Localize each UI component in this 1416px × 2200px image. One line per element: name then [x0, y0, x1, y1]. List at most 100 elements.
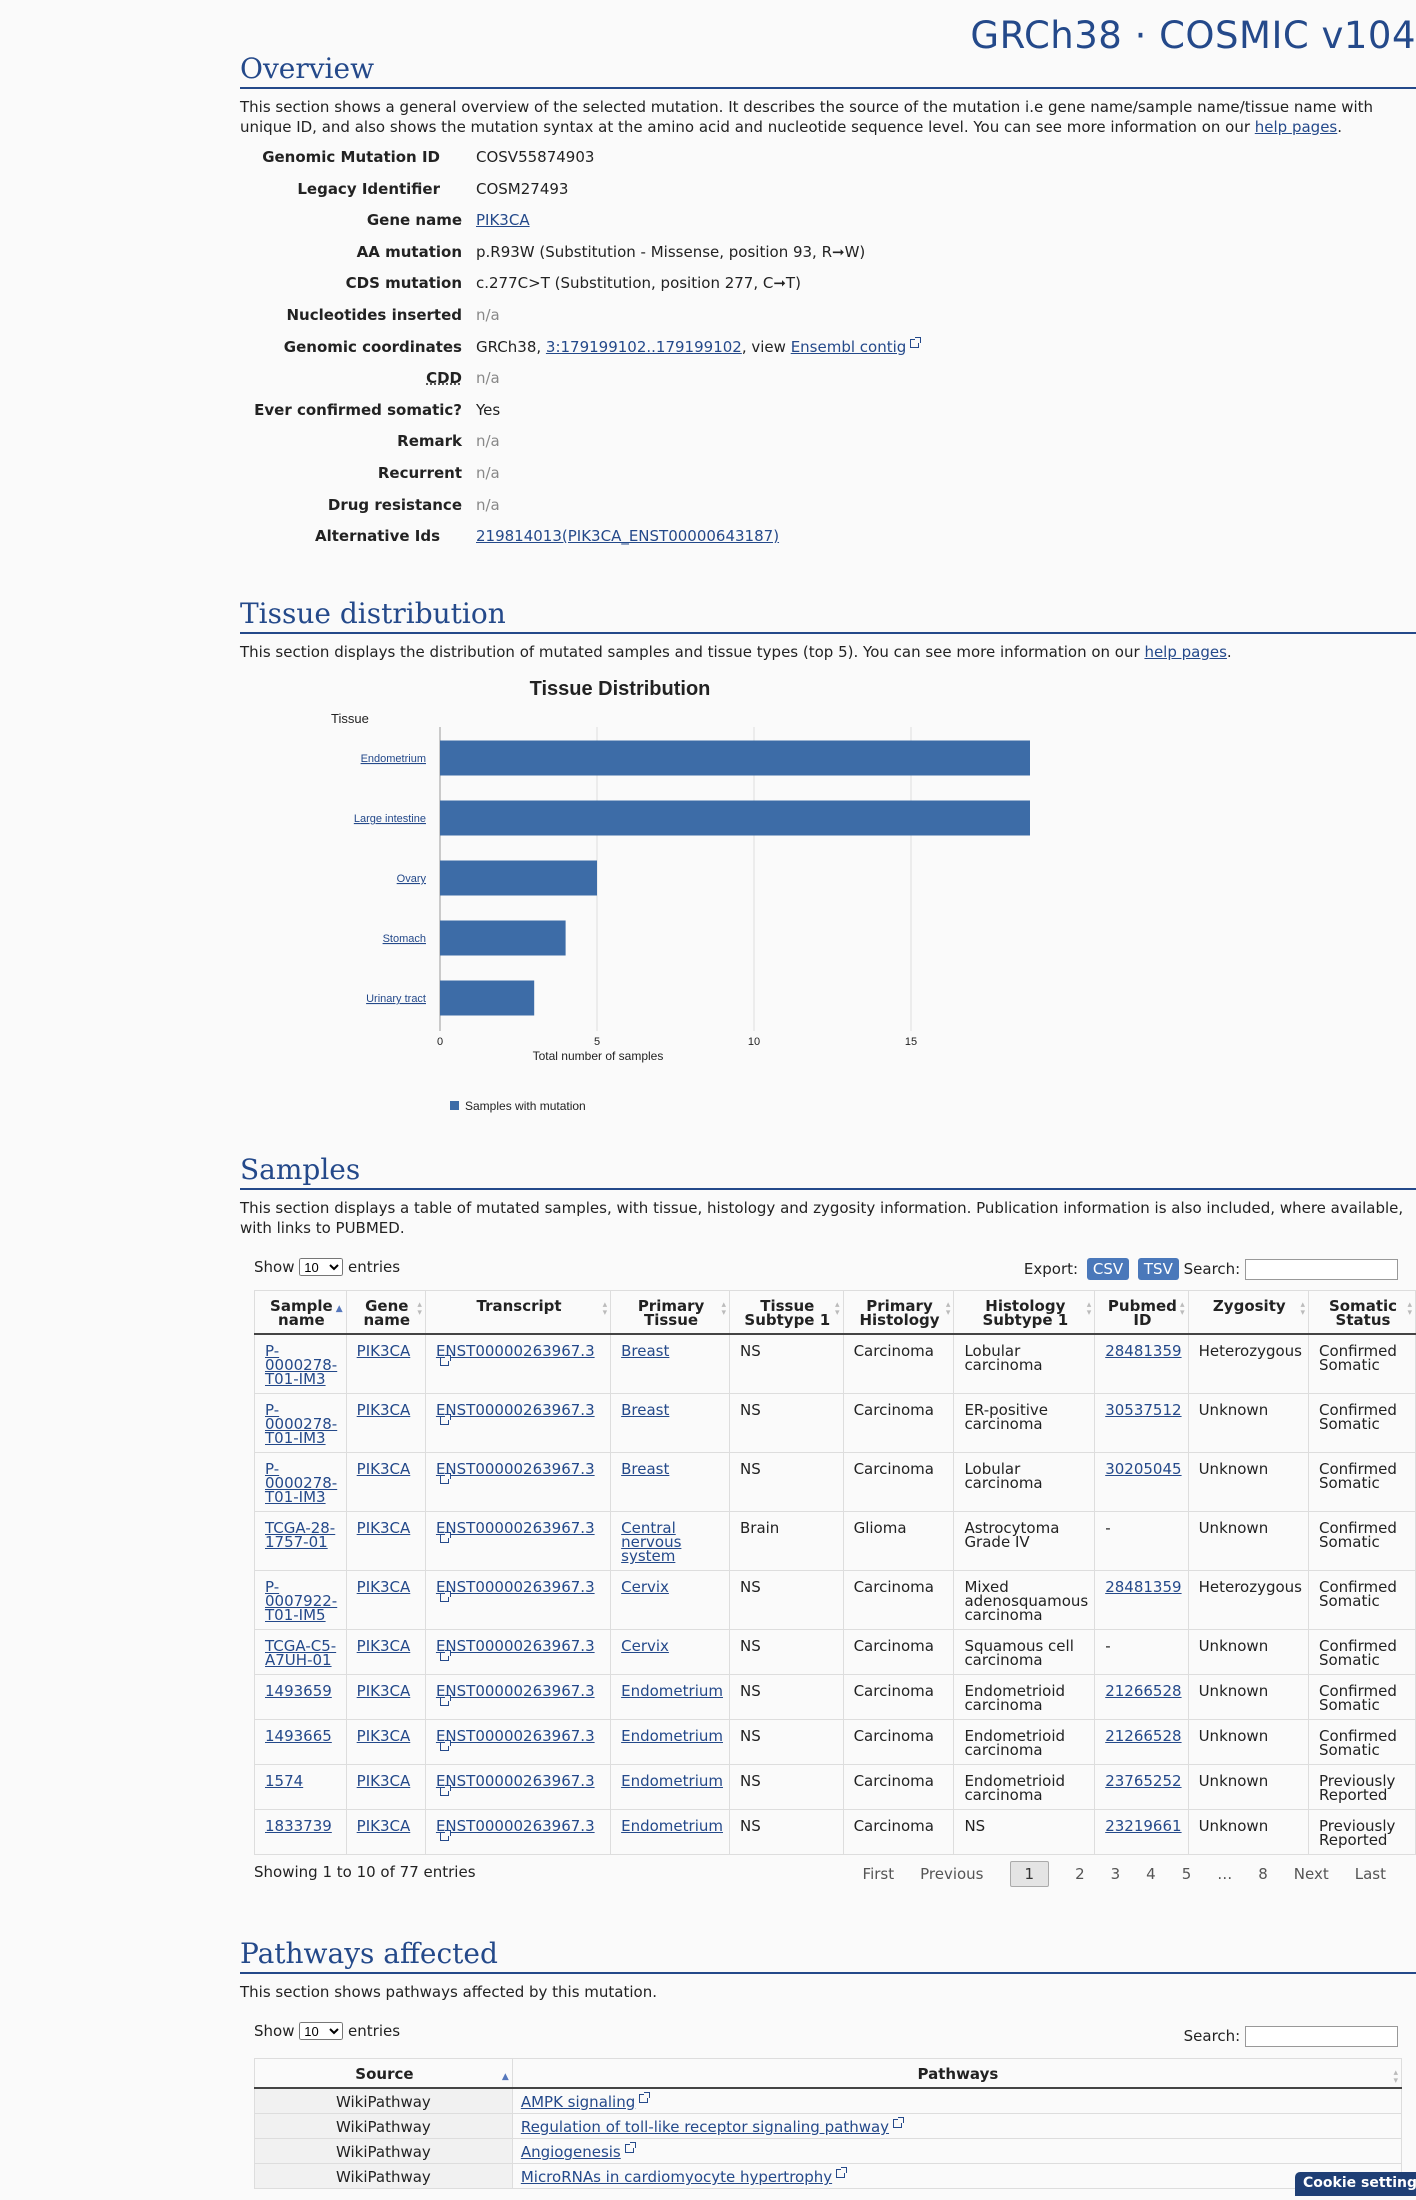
- gene-link[interactable]: PIK3CA: [356, 1401, 411, 1419]
- gene-name-link[interactable]: PIK3CA: [476, 211, 530, 230]
- transcript-link[interactable]: ENST00000263967.3: [435, 1772, 595, 1790]
- tissue-link[interactable]: Breast: [621, 1460, 670, 1478]
- pathways-search-input[interactable]: [1245, 2026, 1398, 2047]
- pager-next[interactable]: Next: [1293, 1865, 1329, 1883]
- tissue-link[interactable]: Cervix: [621, 1637, 669, 1655]
- cell-text: -: [1105, 1519, 1111, 1537]
- gene-link[interactable]: PIK3CA: [356, 1727, 411, 1745]
- samples-column-header[interactable]: Gene name: [346, 1290, 426, 1335]
- tissue-link[interactable]: Endometrium: [621, 1772, 723, 1790]
- pubmed-link[interactable]: 30537512: [1105, 1401, 1182, 1419]
- export-tsv-button[interactable]: TSV: [1137, 1258, 1179, 1280]
- samples-column-header[interactable]: Histology Subtype 1: [953, 1290, 1096, 1335]
- chart-category-label[interactable]: Stomach: [383, 933, 426, 945]
- coordinates-link[interactable]: 3:179199102..179199102: [545, 337, 742, 356]
- pathway-link[interactable]: MicroRNAs in cardiomyocyte hypertrophy: [520, 2168, 833, 2186]
- pathway-link[interactable]: Regulation of toll-like receptor signali…: [520, 2118, 890, 2136]
- gene-link[interactable]: PIK3CA: [356, 1460, 411, 1478]
- pathways-page-size-select[interactable]: 10: [299, 2022, 344, 2040]
- pager-previous[interactable]: Previous: [920, 1865, 984, 1883]
- samples-column-header[interactable]: Primary Histology: [843, 1290, 955, 1335]
- sample-link[interactable]: P-0000278-T01-IM3: [265, 1401, 338, 1447]
- samples-column-header[interactable]: Sample name: [254, 1290, 347, 1335]
- sample-link[interactable]: TCGA-C5-A7UH-01: [265, 1637, 337, 1669]
- samples-search-input[interactable]: [1245, 1259, 1398, 1280]
- samples-column-header[interactable]: Primary Tissue: [610, 1290, 730, 1335]
- sample-link[interactable]: 1574: [265, 1772, 304, 1790]
- pager-page-1[interactable]: 1: [1009, 1861, 1050, 1887]
- pager-last[interactable]: Last: [1354, 1865, 1386, 1883]
- ensembl-contig-link[interactable]: Ensembl contig: [790, 337, 907, 356]
- samples-column-header[interactable]: Tissue Subtype 1: [729, 1290, 844, 1335]
- pager-page-2[interactable]: 2: [1075, 1865, 1085, 1883]
- pager-page-4[interactable]: 4: [1146, 1865, 1156, 1883]
- pathways-column-header[interactable]: Source: [254, 2058, 513, 2089]
- samples-column-header[interactable]: Pubmed ID: [1094, 1290, 1189, 1335]
- tissue-link[interactable]: Endometrium: [621, 1817, 723, 1835]
- pubmed-link[interactable]: 23219661: [1105, 1817, 1182, 1835]
- gene-link[interactable]: PIK3CA: [356, 1578, 411, 1596]
- cookie-settings-button[interactable]: Cookie settings: [1295, 2172, 1416, 2196]
- samples-column-header[interactable]: Zygosity: [1188, 1290, 1309, 1335]
- gene-link[interactable]: PIK3CA: [356, 1637, 411, 1655]
- tissue-link[interactable]: Breast: [621, 1342, 670, 1360]
- table-cell: Brain: [729, 1511, 844, 1571]
- gene-link[interactable]: PIK3CA: [356, 1817, 411, 1835]
- pager-page-8[interactable]: 8: [1258, 1865, 1268, 1883]
- tissue-help-link[interactable]: help pages: [1144, 643, 1227, 661]
- alternative-id-link[interactable]: 219814013(PIK3CA_ENST00000643187): [476, 527, 780, 546]
- tissue-link[interactable]: Cervix: [621, 1578, 669, 1596]
- overview-help-link[interactable]: help pages: [1254, 118, 1338, 136]
- tissue-link[interactable]: Central nervous system: [621, 1519, 682, 1565]
- tissue-link[interactable]: Breast: [621, 1401, 670, 1419]
- pathway-link[interactable]: Angiogenesis: [520, 2143, 621, 2161]
- pager-page-5[interactable]: 5: [1181, 1865, 1192, 1883]
- chart-category-label[interactable]: Large intestine: [354, 813, 426, 825]
- sample-link[interactable]: 1833739: [265, 1817, 332, 1835]
- sample-link[interactable]: 1493659: [265, 1682, 332, 1700]
- transcript-link[interactable]: ENST00000263967.3: [435, 1817, 595, 1835]
- sample-link[interactable]: P-0007922-T01-IM5: [265, 1578, 338, 1624]
- gene-link[interactable]: PIK3CA: [356, 1682, 411, 1700]
- table-cell: P-0007922-T01-IM5: [254, 1570, 347, 1630]
- gene-link[interactable]: PIK3CA: [356, 1772, 411, 1790]
- pubmed-link[interactable]: 30205045: [1105, 1460, 1182, 1478]
- transcript-link[interactable]: ENST00000263967.3: [435, 1578, 595, 1596]
- samples-column-header[interactable]: Transcript: [425, 1290, 612, 1335]
- sample-link[interactable]: 1493665: [265, 1727, 332, 1745]
- gene-link[interactable]: PIK3CA: [356, 1519, 411, 1537]
- table-cell: Astrocytoma Grade IV: [953, 1511, 1096, 1571]
- export-csv-button[interactable]: CSV: [1086, 1258, 1130, 1280]
- pager-page-3[interactable]: 3: [1110, 1865, 1121, 1883]
- transcript-link[interactable]: ENST00000263967.3: [435, 1460, 595, 1478]
- sample-link[interactable]: TCGA-28-1757-01: [265, 1519, 336, 1551]
- transcript-link[interactable]: ENST00000263967.3: [435, 1401, 595, 1419]
- pathway-link[interactable]: AMPK signaling: [520, 2093, 636, 2111]
- sample-link[interactable]: P-0000278-T01-IM3: [265, 1460, 338, 1506]
- pubmed-link[interactable]: 21266528: [1105, 1727, 1182, 1745]
- samples-page-size-select[interactable]: 10: [299, 1258, 344, 1276]
- chart-category-label[interactable]: Urinary tract: [366, 993, 426, 1005]
- transcript-link[interactable]: ENST00000263967.3: [435, 1727, 595, 1745]
- pathways-column-header[interactable]: Pathways: [512, 2058, 1403, 2089]
- pubmed-link[interactable]: 28481359: [1105, 1342, 1182, 1360]
- samples-column-header[interactable]: Somatic Status: [1308, 1290, 1416, 1335]
- transcript-link[interactable]: ENST00000263967.3: [435, 1682, 595, 1700]
- transcript-link[interactable]: ENST00000263967.3: [435, 1342, 595, 1360]
- transcript-link[interactable]: ENST00000263967.3: [435, 1519, 595, 1537]
- tissue-link[interactable]: Endometrium: [621, 1727, 723, 1745]
- pubmed-link[interactable]: 21266528: [1105, 1682, 1182, 1700]
- gene-link[interactable]: PIK3CA: [356, 1342, 411, 1360]
- pubmed-link[interactable]: 23765252: [1105, 1772, 1182, 1790]
- chart-category-label[interactable]: Endometrium: [361, 753, 426, 765]
- field-value-aa-mutation: p.R93W (Substitution - Missense, positio…: [476, 242, 866, 261]
- tissue-link[interactable]: Endometrium: [621, 1682, 723, 1700]
- field-value-nucleotides-inserted: n/a: [476, 305, 500, 324]
- pager-first[interactable]: First: [862, 1865, 895, 1883]
- pubmed-link[interactable]: 28481359: [1105, 1578, 1182, 1596]
- pathways-table: SourcePathways WikiPathway AMPK signaling…: [254, 2058, 1403, 2189]
- sample-link[interactable]: P-0000278-T01-IM3: [265, 1342, 338, 1388]
- table-cell: Breast: [610, 1452, 730, 1512]
- transcript-link[interactable]: ENST00000263967.3: [435, 1637, 595, 1655]
- chart-category-label[interactable]: Ovary: [397, 873, 427, 885]
